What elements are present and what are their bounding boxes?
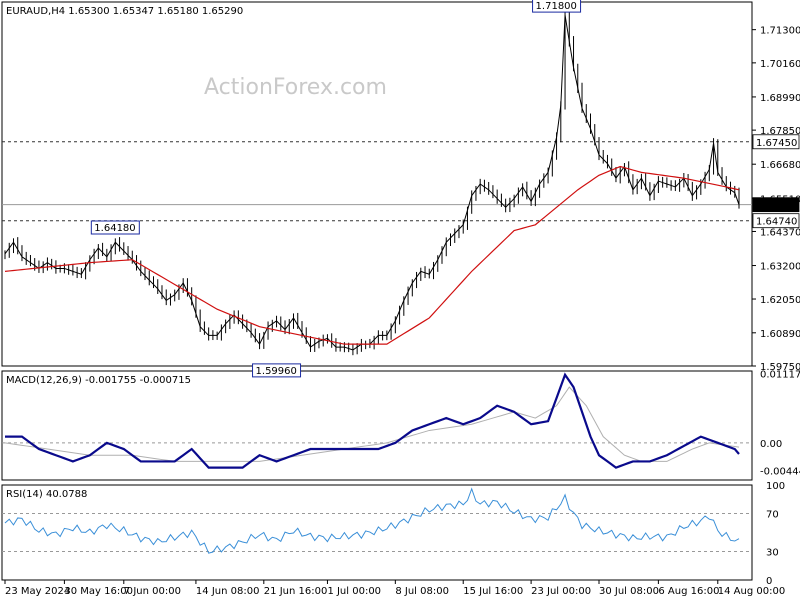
rsi-y-tick-label: 70 [766,510,779,521]
symbol-label: EURAUD,H4 1.65300 1.65347 1.65180 1.6529… [6,6,243,17]
price-y-tick-label: 1.71300 [760,26,800,37]
rsi-y-tick-label: 100 [766,481,785,492]
price-y-tick-label: 1.67850 [760,126,800,137]
price-y-tick-label: 1.64370 [760,227,800,238]
price-y-tick-label: 1.62050 [760,295,800,306]
resistance-axis-label: 1.67450 [756,138,797,149]
x-tick-label: 1 Jul 00:00 [327,586,381,597]
rsi-label: RSI(14) 40.0788 [6,489,87,500]
watermark: ActionForex.com [204,75,387,100]
x-tick-label: 30 May 16:00 [64,586,133,597]
support-axis-box [752,213,800,229]
price-y-tick-label: 1.60890 [760,329,800,340]
x-tick-label: 23 Jul 00:00 [531,586,591,597]
x-tick-label: 21 Jun 16:00 [264,586,328,597]
x-tick-label: 8 Jul 08:00 [395,586,449,597]
current-price-axis-box [752,197,800,213]
price-y-tick-label: 1.59750 [760,362,800,373]
macd-y-tick-label: 0.00 [760,439,782,450]
high-annotation-label: 1.71800 [536,1,577,12]
rsi-y-tick-label: 0 [766,576,772,587]
x-tick-label: 7 Jun 00:00 [124,586,181,597]
low-annotation-label: 1.59960 [256,366,297,377]
rsi-series [4,487,740,554]
swing-high-annotation-label: 1.64180 [94,223,135,234]
macd-y-tick-label: -0.004449 [760,466,800,477]
macd-label: MACD(12,26,9) -0.001755 -0.000715 [6,375,191,386]
macd-panel [1,370,753,481]
price-series [4,15,740,351]
x-tick-label: 23 May 2024 [5,586,70,597]
price-y-tick-label: 1.68990 [760,93,800,104]
current-price-axis-label: 1.65290 [756,201,797,212]
rsi-y-tick-label: 30 [766,548,779,559]
macd-series [5,372,740,469]
sma-series [4,165,740,345]
x-tick-label: 30 Jul 08:00 [599,586,659,597]
price-y-tick-label: 1.63200 [760,262,800,273]
macd-signal-series [4,386,740,462]
price-y-tick-label: 1.66680 [760,160,800,171]
price-y-tick-label: 1.70160 [760,59,800,70]
macd-y-tick-label: 0.011176 [760,370,800,381]
support-axis-label: 1.64740 [756,217,797,228]
x-tick-label: 14 Aug 00:00 [718,586,785,597]
x-tick-label: 14 Jun 08:00 [196,586,260,597]
x-tick-label: 6 Aug 16:00 [658,586,719,597]
price-panel [1,1,753,367]
rsi-panel [1,484,753,581]
resistance-axis-box [752,134,800,150]
low-annotation-box [252,363,302,378]
swing-high-annotation-box [90,220,140,235]
high-annotation-box [532,0,582,13]
x-tick-label: 15 Jul 16:00 [463,586,523,597]
